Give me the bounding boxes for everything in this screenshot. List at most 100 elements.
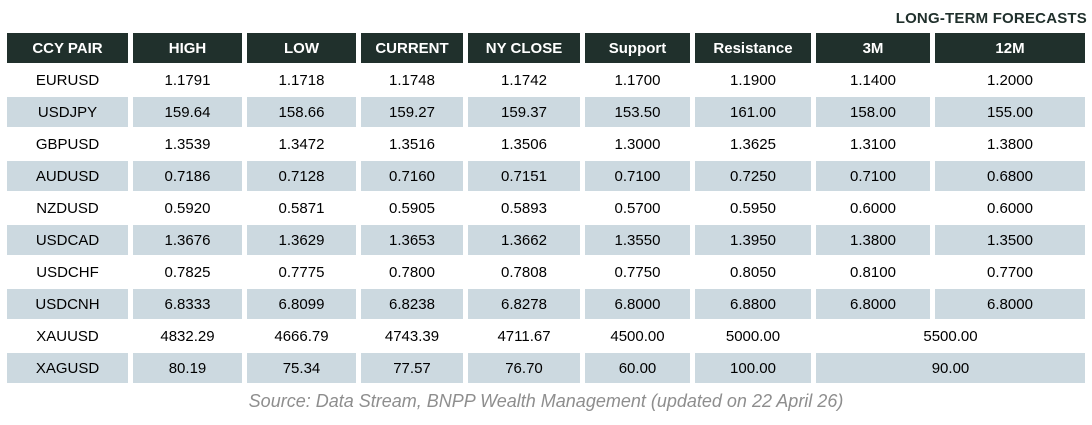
value-cell: 1.3000 bbox=[614, 135, 661, 153]
value-cell: 0.7250 bbox=[695, 161, 811, 191]
fx-forecast-page: LONG-TERM FORECASTS CCY PAIR HIGH LOW CU… bbox=[2, 10, 1090, 411]
value-cell: 80.19 bbox=[133, 353, 242, 383]
value-cell: 77.57 bbox=[361, 353, 463, 383]
ccy-pair-cell: AUDUSD bbox=[7, 161, 128, 191]
value-cell: 0.7160 bbox=[361, 161, 463, 191]
value-cell: 4743.39 bbox=[384, 327, 440, 345]
value-cell: 1.3662 bbox=[468, 225, 580, 255]
value-cell: 1.3100 bbox=[850, 135, 896, 153]
value-cell: 6.8000 bbox=[585, 289, 690, 319]
value-cell: 6.8099 bbox=[247, 289, 356, 319]
value-cell: 1.1718 bbox=[278, 71, 325, 89]
ccy-pair-cell: USDJPY bbox=[7, 97, 128, 127]
value-cell: 0.5893 bbox=[501, 199, 547, 217]
value-cell: 1.1700 bbox=[614, 71, 661, 89]
value-cell: 1.3625 bbox=[730, 135, 776, 153]
ccy-pair-cell: EURUSD bbox=[35, 71, 100, 89]
col-header-support: Support bbox=[585, 33, 690, 63]
col-header-12m: 12M bbox=[935, 33, 1085, 63]
value-cell: 161.00 bbox=[695, 97, 811, 127]
value-cell: 0.5905 bbox=[389, 199, 435, 217]
ccy-pair-cell: USDCAD bbox=[7, 225, 128, 255]
table-row: USDJPY 159.64 158.66 159.27 159.37 153.50 161.… bbox=[7, 97, 1085, 127]
value-cell: 0.5871 bbox=[278, 199, 325, 217]
ccy-pair-cell: USDCNH bbox=[7, 289, 128, 319]
col-header-low: LOW bbox=[247, 33, 356, 63]
value-cell: 6.8278 bbox=[468, 289, 580, 319]
value-cell: 6.8333 bbox=[133, 289, 242, 319]
value-cell: 0.8050 bbox=[730, 263, 776, 281]
value-cell: 1.3516 bbox=[389, 135, 435, 153]
value-cell: 0.5700 bbox=[614, 199, 661, 217]
col-header-ccy-pair: CCY PAIR bbox=[7, 33, 128, 63]
table-row: GBPUSD 1.3539 1.3472 1.3516 1.3506 1.3000 1.36… bbox=[7, 129, 1085, 159]
value-cell: 4666.79 bbox=[274, 327, 329, 345]
value-cell: 0.6000 bbox=[850, 199, 896, 217]
table-row: USDCAD 1.3676 1.3629 1.3653 1.3662 1.3550 1.39… bbox=[7, 225, 1085, 255]
value-cell: 4711.67 bbox=[497, 327, 551, 345]
value-cell: 0.7775 bbox=[278, 263, 325, 281]
value-cell: 0.7750 bbox=[614, 263, 661, 281]
value-cell: 75.34 bbox=[247, 353, 356, 383]
table-row: NZDUSD 0.5920 0.5871 0.5905 0.5893 0.5700 0.59… bbox=[7, 193, 1085, 223]
value-cell: 1.3676 bbox=[133, 225, 242, 255]
value-cell: 0.7186 bbox=[133, 161, 242, 191]
value-cell: 155.00 bbox=[935, 97, 1085, 127]
ccy-pair-cell: XAUUSD bbox=[36, 327, 99, 345]
value-cell: 0.7151 bbox=[468, 161, 580, 191]
value-cell: 5000.00 bbox=[725, 327, 781, 345]
value-cell: 1.1900 bbox=[730, 71, 776, 89]
value-cell: 1.2000 bbox=[987, 71, 1033, 89]
ccy-pair-cell: NZDUSD bbox=[36, 199, 99, 217]
value-cell: 1.1400 bbox=[850, 71, 896, 89]
value-cell: 0.7825 bbox=[164, 263, 211, 281]
col-header-current: CURRENT bbox=[361, 33, 463, 63]
col-header-resistance: Resistance bbox=[695, 33, 811, 63]
value-cell: 4832.29 bbox=[160, 327, 215, 345]
value-cell: 0.7100 bbox=[816, 161, 930, 191]
value-cell: 0.7128 bbox=[247, 161, 356, 191]
value-cell: 0.7800 bbox=[389, 263, 435, 281]
col-header-3m: 3M bbox=[816, 33, 930, 63]
merged-forecast-cell: 5500.00 bbox=[923, 327, 978, 345]
value-cell: 6.8800 bbox=[695, 289, 811, 319]
value-cell: 0.5950 bbox=[730, 199, 776, 217]
value-cell: 1.3800 bbox=[987, 135, 1033, 153]
value-cell: 1.3653 bbox=[361, 225, 463, 255]
value-cell: 1.3472 bbox=[278, 135, 325, 153]
value-cell: 159.37 bbox=[468, 97, 580, 127]
ccy-pair-cell: GBPUSD bbox=[35, 135, 100, 153]
value-cell: 158.66 bbox=[247, 97, 356, 127]
value-cell: 159.64 bbox=[133, 97, 242, 127]
value-cell: 1.1748 bbox=[389, 71, 435, 89]
value-cell: 0.7100 bbox=[585, 161, 690, 191]
value-cell: 4500.00 bbox=[610, 327, 665, 345]
value-cell: 0.5920 bbox=[164, 199, 211, 217]
value-cell: 6.8000 bbox=[935, 289, 1085, 319]
table-row: EURUSD 1.1791 1.1718 1.1748 1.1742 1.1700 1.19… bbox=[7, 65, 1085, 95]
long-term-forecasts-label: LONG-TERM FORECASTS bbox=[895, 10, 1087, 27]
source-caption: Source: Data Stream, BNPP Wealth Managem… bbox=[248, 391, 844, 411]
table-row: USDCHF 0.7825 0.7775 0.7800 0.7808 0.7750 0.80… bbox=[7, 257, 1085, 287]
value-cell: 6.8000 bbox=[816, 289, 930, 319]
table-row: XAGUSD 80.19 75.34 77.57 76.70 60.00 100.00 90.… bbox=[7, 353, 1085, 383]
value-cell: 76.70 bbox=[468, 353, 580, 383]
value-cell: 158.00 bbox=[816, 97, 930, 127]
value-cell: 0.6000 bbox=[987, 199, 1033, 217]
fx-forecast-table: CCY PAIR HIGH LOW CURRENT NY CLOSE Suppo… bbox=[2, 31, 1090, 385]
value-cell: 60.00 bbox=[585, 353, 690, 383]
col-header-high: HIGH bbox=[133, 33, 242, 63]
value-cell: 1.3950 bbox=[695, 225, 811, 255]
value-cell: 1.3506 bbox=[501, 135, 547, 153]
value-cell: 0.6800 bbox=[935, 161, 1085, 191]
table-body: EURUSD 1.1791 1.1718 1.1748 1.1742 1.1700 1.19… bbox=[7, 65, 1085, 383]
table-row: XAUUSD 4832.29 4666.79 4743.39 4711.67 4500.0… bbox=[7, 321, 1085, 351]
value-cell: 1.3539 bbox=[164, 135, 211, 153]
value-cell: 1.1791 bbox=[164, 71, 211, 89]
value-cell: 0.8100 bbox=[850, 263, 896, 281]
value-cell: 100.00 bbox=[695, 353, 811, 383]
value-cell: 1.1742 bbox=[501, 71, 547, 89]
col-header-ny-close: NY CLOSE bbox=[468, 33, 580, 63]
table-row: USDCNH 6.8333 6.8099 6.8238 6.8278 6.8000 6.88… bbox=[7, 289, 1085, 319]
ccy-pair-cell: USDCHF bbox=[36, 263, 99, 281]
